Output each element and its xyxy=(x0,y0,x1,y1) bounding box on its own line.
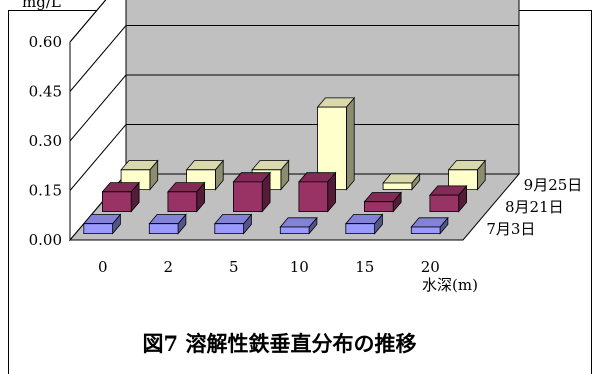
x-tick-label: 15 xyxy=(355,258,374,276)
gridline xyxy=(69,124,519,191)
x-tick-label: 2 xyxy=(163,258,173,276)
x-tick-label: 10 xyxy=(290,258,309,276)
y-tick-label: 0.60 xyxy=(29,33,62,51)
bar xyxy=(298,181,329,213)
figure-caption: 図7 溶解性鉄垂直分布の推移 xyxy=(0,328,603,358)
bar xyxy=(429,194,460,213)
bar xyxy=(345,223,376,235)
bar xyxy=(382,182,413,191)
series-label: 8月21日 xyxy=(505,198,564,216)
x-tick-label: 0 xyxy=(98,258,108,276)
y-tick-label: 0.30 xyxy=(29,132,62,150)
y-tick-label: 0.15 xyxy=(29,182,62,200)
bar xyxy=(83,223,113,235)
bar xyxy=(148,223,179,235)
x-tick-label: 5 xyxy=(229,258,239,276)
series-label: 9月25日 xyxy=(524,176,583,194)
x-axis-label: 水深(m) xyxy=(422,276,478,294)
x-tick-label: 20 xyxy=(421,258,440,276)
bar xyxy=(102,191,132,213)
bar xyxy=(167,191,198,213)
y-tick-label: 0.45 xyxy=(29,83,62,101)
gridline xyxy=(69,0,107,43)
y-tick-label: 0.00 xyxy=(29,231,62,249)
gridline xyxy=(69,74,519,142)
series-label: 7月3日 xyxy=(486,220,535,238)
figure-caption-text: 図7 溶解性鉄垂直分布の推移 xyxy=(142,331,417,356)
gridline xyxy=(69,25,519,92)
bar xyxy=(232,181,263,213)
bar xyxy=(410,226,441,235)
unit-label: mg/L xyxy=(22,0,61,11)
bar-side xyxy=(345,96,355,191)
bar xyxy=(214,223,245,235)
bar xyxy=(317,106,347,191)
bar xyxy=(279,226,310,235)
bar xyxy=(363,201,394,213)
bar xyxy=(448,169,478,191)
